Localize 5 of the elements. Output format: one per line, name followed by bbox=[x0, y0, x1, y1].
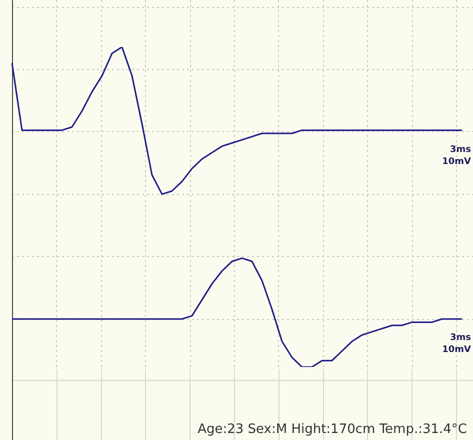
annotation: 3ms bbox=[450, 145, 471, 155]
text: Age:23 Sex:M Hight:170cm Temp.:31.4°C bbox=[198, 422, 467, 437]
annotation: 10mV bbox=[442, 345, 472, 355]
annotation: 3ms bbox=[450, 333, 471, 343]
annotation: 10mV bbox=[442, 157, 472, 167]
